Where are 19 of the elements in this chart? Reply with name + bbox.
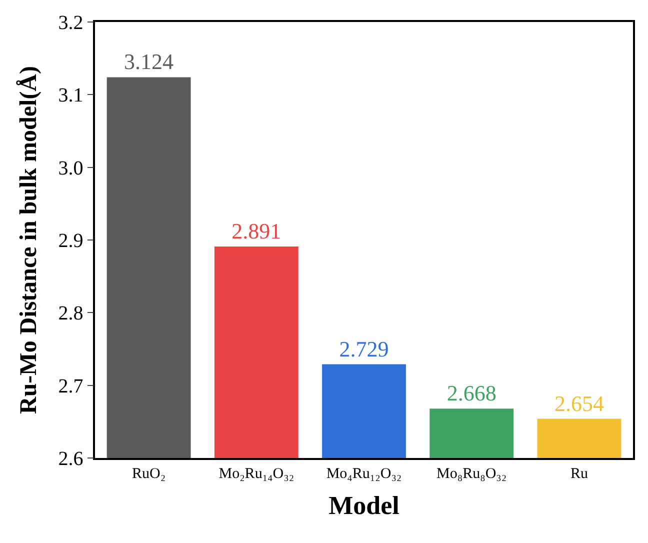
y-tick-label: 2.8 [58, 302, 84, 325]
y-tick-label: 2.6 [58, 448, 84, 470]
data-label: 2.729 [339, 336, 389, 362]
data-label: 2.891 [232, 218, 282, 244]
y-tick-label: 2.9 [58, 230, 84, 252]
y-tick-label: 2.7 [58, 375, 84, 398]
data-label: 3.124 [124, 49, 174, 74]
y-axis-title: Ru-Mo Distance in bulk model(Å) [16, 66, 42, 414]
x-tick-label: RuO₂ [132, 466, 166, 482]
x-tick-label: Mo₄Ru₁₂O₃₂ [326, 466, 402, 482]
data-label: 2.668 [446, 380, 496, 406]
x-tick-label: Mo₈Ru₈O₃₂ [436, 466, 507, 482]
data-label: 2.654 [554, 390, 604, 416]
y-tick-label: 3.1 [58, 84, 84, 107]
y-tick-label: 3.2 [58, 12, 84, 34]
x-axis-title: Model [328, 490, 400, 520]
x-tick-label: Mo₂Ru₁₄O₃₂ [218, 466, 294, 482]
y-tick-label: 3.0 [58, 157, 84, 180]
x-tick-label: Ru [570, 466, 588, 482]
